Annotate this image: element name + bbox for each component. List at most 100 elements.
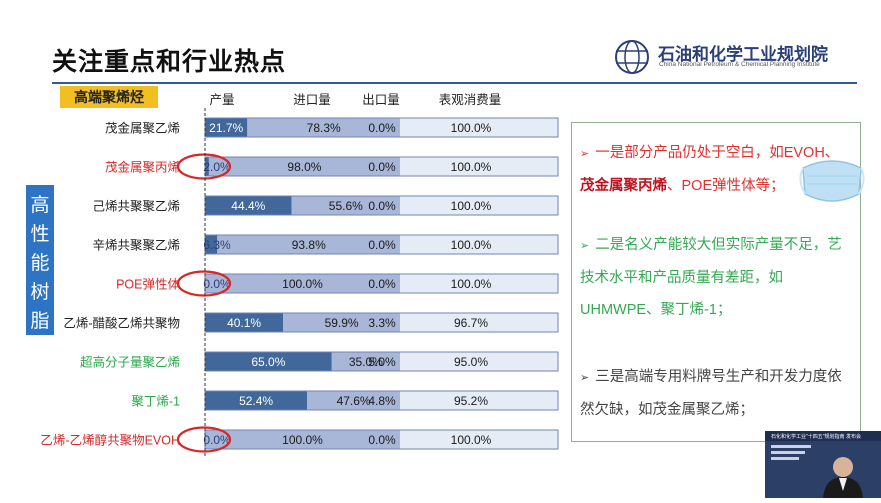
data-label-production: 52.4% [239, 394, 273, 408]
bar-import [331, 352, 400, 371]
bar-production [205, 157, 209, 176]
bar-import [205, 274, 400, 293]
logo-name-cn: 石油和化学工业规划院 [658, 45, 828, 64]
category-label: 乙烯-乙烯醇共聚物EVOH [40, 433, 180, 448]
bar-outline [204, 117, 559, 138]
column-header: 出口量 [362, 93, 400, 107]
data-label-export: 0.0% [368, 121, 396, 135]
data-label-consumption: 100.0% [451, 160, 492, 174]
category-label: POE弹性体 [116, 278, 180, 292]
bar-consumption [400, 196, 558, 215]
bar-production [205, 235, 218, 254]
bar-outline [204, 156, 559, 177]
speaker-thumbnail-icon [765, 431, 881, 498]
data-label-production: 44.4% [231, 199, 265, 213]
bar-import [208, 157, 400, 176]
data-label-export: 0.0% [368, 199, 396, 213]
data-label-export: 0.0% [368, 433, 396, 447]
bar-production [205, 118, 248, 137]
note-2-text: 二是名义产能较大但实际产量不足，艺技术水平和产品质量有差距，如UHMWPE、聚丁… [580, 237, 842, 318]
data-label-production: 0.0% [203, 277, 231, 291]
category-label: 茂金属聚乙烯 [105, 121, 180, 136]
highlight-circle [176, 270, 232, 297]
bar-consumption [400, 118, 558, 137]
bullet-arrow-icon: ➢ [580, 372, 590, 384]
bar-import [205, 430, 400, 449]
data-label-export: 0.0% [368, 160, 396, 174]
data-label-export: 5.0% [368, 355, 396, 369]
note-3: ➢ 三是高端专用料牌号生产和开发力度依然欠缺，如茂金属聚乙烯； [580, 361, 852, 426]
data-label-export: 3.3% [368, 316, 396, 330]
data-label-import: 59.9% [325, 316, 359, 330]
section-tag-bg [60, 86, 158, 108]
bar-production [205, 391, 308, 410]
bar-import [247, 118, 400, 137]
data-label-export: 0.0% [368, 238, 396, 252]
data-label-export: 4.8% [368, 394, 396, 408]
data-label-production: 0.0% [203, 433, 231, 447]
bar-consumption [400, 157, 558, 176]
side-label: 高性能树脂 [26, 185, 54, 335]
data-label-import: 98.0% [287, 160, 321, 174]
data-label-import: 47.6% [337, 394, 371, 408]
bullet-arrow-icon: ➢ [580, 240, 590, 252]
highlight-circle [176, 426, 232, 453]
category-label: 乙烯-醋酸乙烯共聚物 [63, 316, 180, 331]
page-title: 关注重点和行业热点 [52, 48, 287, 76]
note-1: ➢ 一是部分产品仍处于空白，如EVOH、茂金属聚丙烯、POE弹性体等； [580, 137, 852, 202]
bar-outline [204, 351, 559, 372]
bar-import [307, 391, 400, 410]
note-2: ➢ 二是名义产能较大但实际产量不足，艺技术水平和产品质量有差距，如UHMWPE、聚… [580, 229, 852, 326]
column-header: 表观消费量 [439, 93, 502, 107]
bar-production [205, 313, 284, 332]
face-mask-icon [799, 160, 865, 202]
data-label-export: 0.0% [368, 277, 396, 291]
bar-outline [204, 312, 559, 333]
bar-consumption [400, 391, 558, 410]
video-overlay: 石化和化学工业"十四五"规划指南 发布会 [765, 431, 881, 498]
bar-consumption [400, 352, 558, 371]
bar-consumption [400, 235, 558, 254]
data-label-consumption: 100.0% [451, 199, 492, 213]
highlight-circle [176, 153, 232, 180]
data-label-consumption: 100.0% [451, 121, 492, 135]
data-label-consumption: 95.0% [454, 355, 488, 369]
data-label-production: 6.3% [203, 238, 231, 252]
category-label: 己烯共聚聚乙烯 [92, 200, 180, 214]
bar-production [205, 352, 332, 371]
data-label-consumption: 100.0% [451, 238, 492, 252]
data-label-import: 78.3% [307, 121, 341, 135]
bar-production [205, 196, 292, 215]
bar-consumption [400, 274, 558, 293]
data-label-production: 21.7% [209, 121, 243, 135]
note-1-prefix: 一是部分产品仍处于空白，如EVOH、 [595, 145, 840, 161]
data-label-consumption: 96.7% [454, 316, 488, 330]
video-caption: 石化和化学工业"十四五"规划指南 发布会 [771, 434, 861, 440]
column-header: 产量 [209, 93, 234, 107]
bar-consumption [400, 313, 558, 332]
column-header: 进口量 [293, 93, 331, 107]
bar-import [217, 235, 401, 254]
note-1-suffix: 、POE弹性体等； [667, 178, 785, 194]
category-label: 聚丁烯-1 [131, 395, 180, 409]
bullet-arrow-icon: ➢ [580, 148, 590, 160]
note-3-text: 三是高端专用料牌号生产和开发力度依然欠缺，如茂金属聚乙烯； [580, 369, 842, 418]
logo-name-en: China National Petroleum & Chemical Plan… [659, 61, 820, 68]
bar-import [291, 196, 400, 215]
bar-consumption [400, 430, 558, 449]
section-tag: 高端聚烯烃 [74, 89, 144, 105]
category-label: 辛烯共聚聚乙烯 [92, 239, 180, 253]
data-label-import: 55.6% [329, 199, 363, 213]
data-label-consumption: 100.0% [451, 277, 492, 291]
data-label-import: 35.0% [349, 355, 383, 369]
note-1-highlight: 茂金属聚丙烯 [580, 178, 667, 194]
data-label-import: 93.8% [292, 238, 326, 252]
data-label-consumption: 100.0% [451, 433, 492, 447]
bar-import [283, 313, 400, 332]
category-label: 超高分子量聚乙烯 [80, 355, 180, 370]
data-label-consumption: 95.2% [454, 394, 488, 408]
data-label-production: 2.0% [203, 160, 231, 174]
title-divider [52, 82, 857, 84]
category-label: 茂金属聚丙烯 [105, 160, 180, 175]
